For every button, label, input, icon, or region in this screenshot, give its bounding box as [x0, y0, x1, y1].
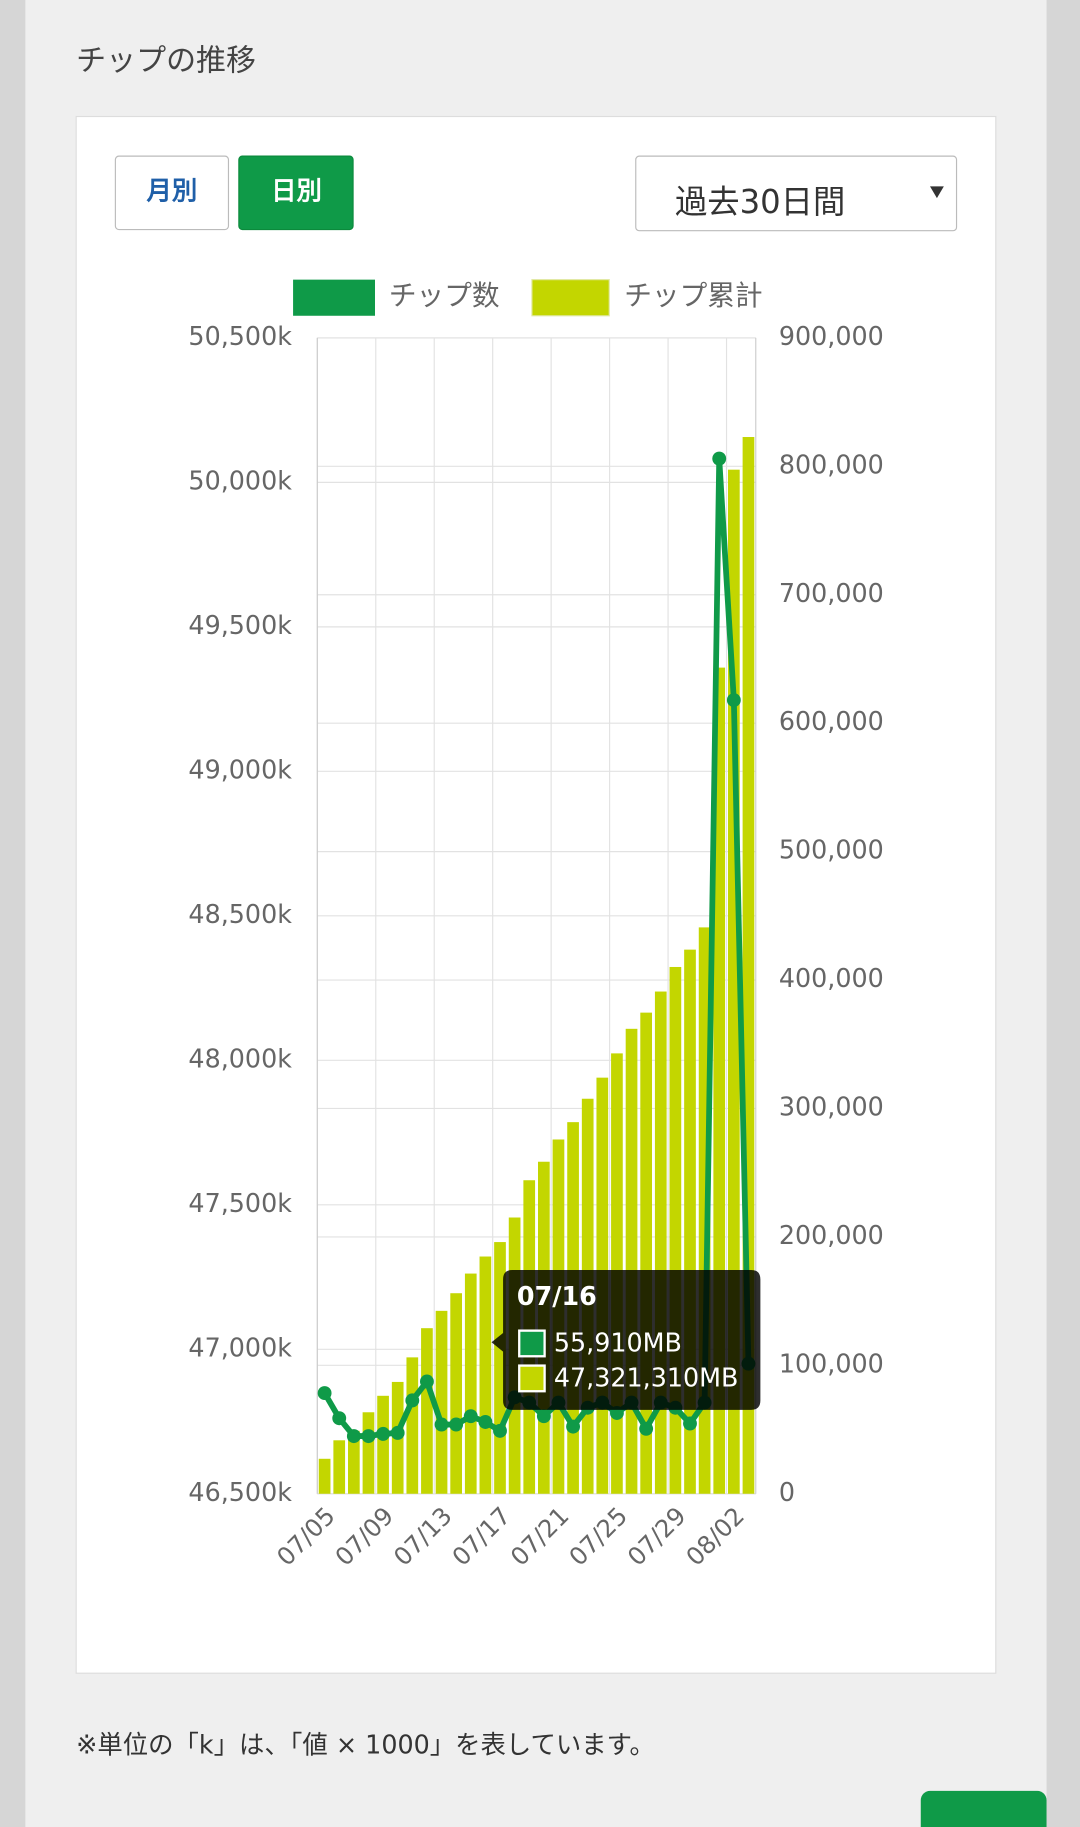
bar [333, 1440, 346, 1494]
bar [684, 949, 696, 1494]
point [726, 693, 741, 708]
monthly-label: 月別 [146, 176, 198, 206]
point [639, 1421, 654, 1436]
bar [421, 1328, 433, 1494]
y-tick-label: 46,500k [188, 1478, 292, 1508]
bar [728, 469, 740, 1494]
point [376, 1426, 390, 1441]
point [449, 1417, 464, 1432]
point [332, 1411, 347, 1426]
legend-swatch [531, 279, 610, 317]
y2-tick-label: 600,000 [779, 707, 884, 737]
daily-button[interactable] [238, 155, 354, 231]
y2-tick-label: 400,000 [779, 964, 884, 994]
bar [669, 966, 682, 1494]
legend-label: チップ累計 [624, 279, 762, 312]
bar [435, 1310, 448, 1494]
bar [654, 991, 667, 1494]
daily-label: 日別 [271, 176, 322, 206]
bar [625, 1028, 638, 1494]
y2-tick-label: 300,000 [779, 1092, 884, 1122]
bar [742, 437, 755, 1494]
tooltip-swatch [518, 1364, 546, 1393]
bar [318, 1458, 331, 1494]
period-select[interactable] [635, 155, 958, 232]
bar [362, 1412, 375, 1494]
bar [348, 1430, 360, 1494]
section-title: チップの推移 [76, 43, 256, 78]
y-tick-label: 49,500k [188, 611, 292, 641]
y2-tick-label: 800,000 [779, 450, 884, 480]
bar [377, 1395, 389, 1494]
footnote: ※単位の「k」は、「値 × 1000」を表しています。 [76, 1731, 655, 1761]
y2-tick-label: 900,000 [779, 322, 884, 352]
y-tick-label: 49,000k [188, 755, 292, 785]
tooltip-box [491, 1270, 761, 1410]
point [405, 1393, 420, 1408]
legend-label: チップ数 [389, 279, 500, 312]
point [478, 1414, 493, 1429]
point [463, 1409, 478, 1424]
y-tick-label: 47,000k [188, 1333, 292, 1363]
y2-tick-label: 100,000 [779, 1349, 884, 1379]
point [536, 1409, 551, 1424]
point [434, 1417, 449, 1432]
bar [713, 667, 726, 1494]
point [361, 1429, 376, 1444]
chart-card [75, 115, 997, 1674]
y-tick-label: 50,000k [188, 466, 292, 496]
tooltip-line: 55,910MB [554, 1329, 682, 1359]
y-tick-label: 48,500k [188, 900, 292, 930]
y2-tick-label: 200,000 [779, 1221, 884, 1251]
point [317, 1386, 332, 1401]
period-label: 過去30日間 [675, 183, 845, 221]
bar [406, 1357, 419, 1494]
point [712, 451, 727, 466]
bar [450, 1293, 462, 1494]
y-tick-label: 50,500k [188, 322, 292, 352]
point [390, 1425, 405, 1440]
point [346, 1429, 361, 1444]
select-arrow [930, 186, 944, 199]
point [493, 1423, 507, 1438]
bar [464, 1273, 477, 1494]
y-tick-label: 47,500k [188, 1189, 292, 1219]
y-tick-label: 48,000k [188, 1044, 292, 1074]
point [566, 1419, 580, 1434]
monthly-button[interactable] [114, 155, 230, 231]
action-button[interactable] [920, 1790, 1047, 1827]
tooltip-line: 47,321,310MB [554, 1363, 739, 1393]
bar [640, 1012, 653, 1494]
y2-tick-label: 500,000 [779, 836, 884, 866]
point [420, 1374, 434, 1389]
point [683, 1416, 697, 1431]
tooltip-title: 07/16 [517, 1282, 597, 1312]
y2-tick-label: 700,000 [779, 579, 884, 609]
legend-swatch [293, 279, 375, 316]
bar [698, 927, 711, 1494]
bar [479, 1256, 492, 1494]
bar [494, 1242, 506, 1494]
y2-tick-label: 0 [779, 1478, 795, 1508]
tooltip-swatch [518, 1329, 546, 1358]
